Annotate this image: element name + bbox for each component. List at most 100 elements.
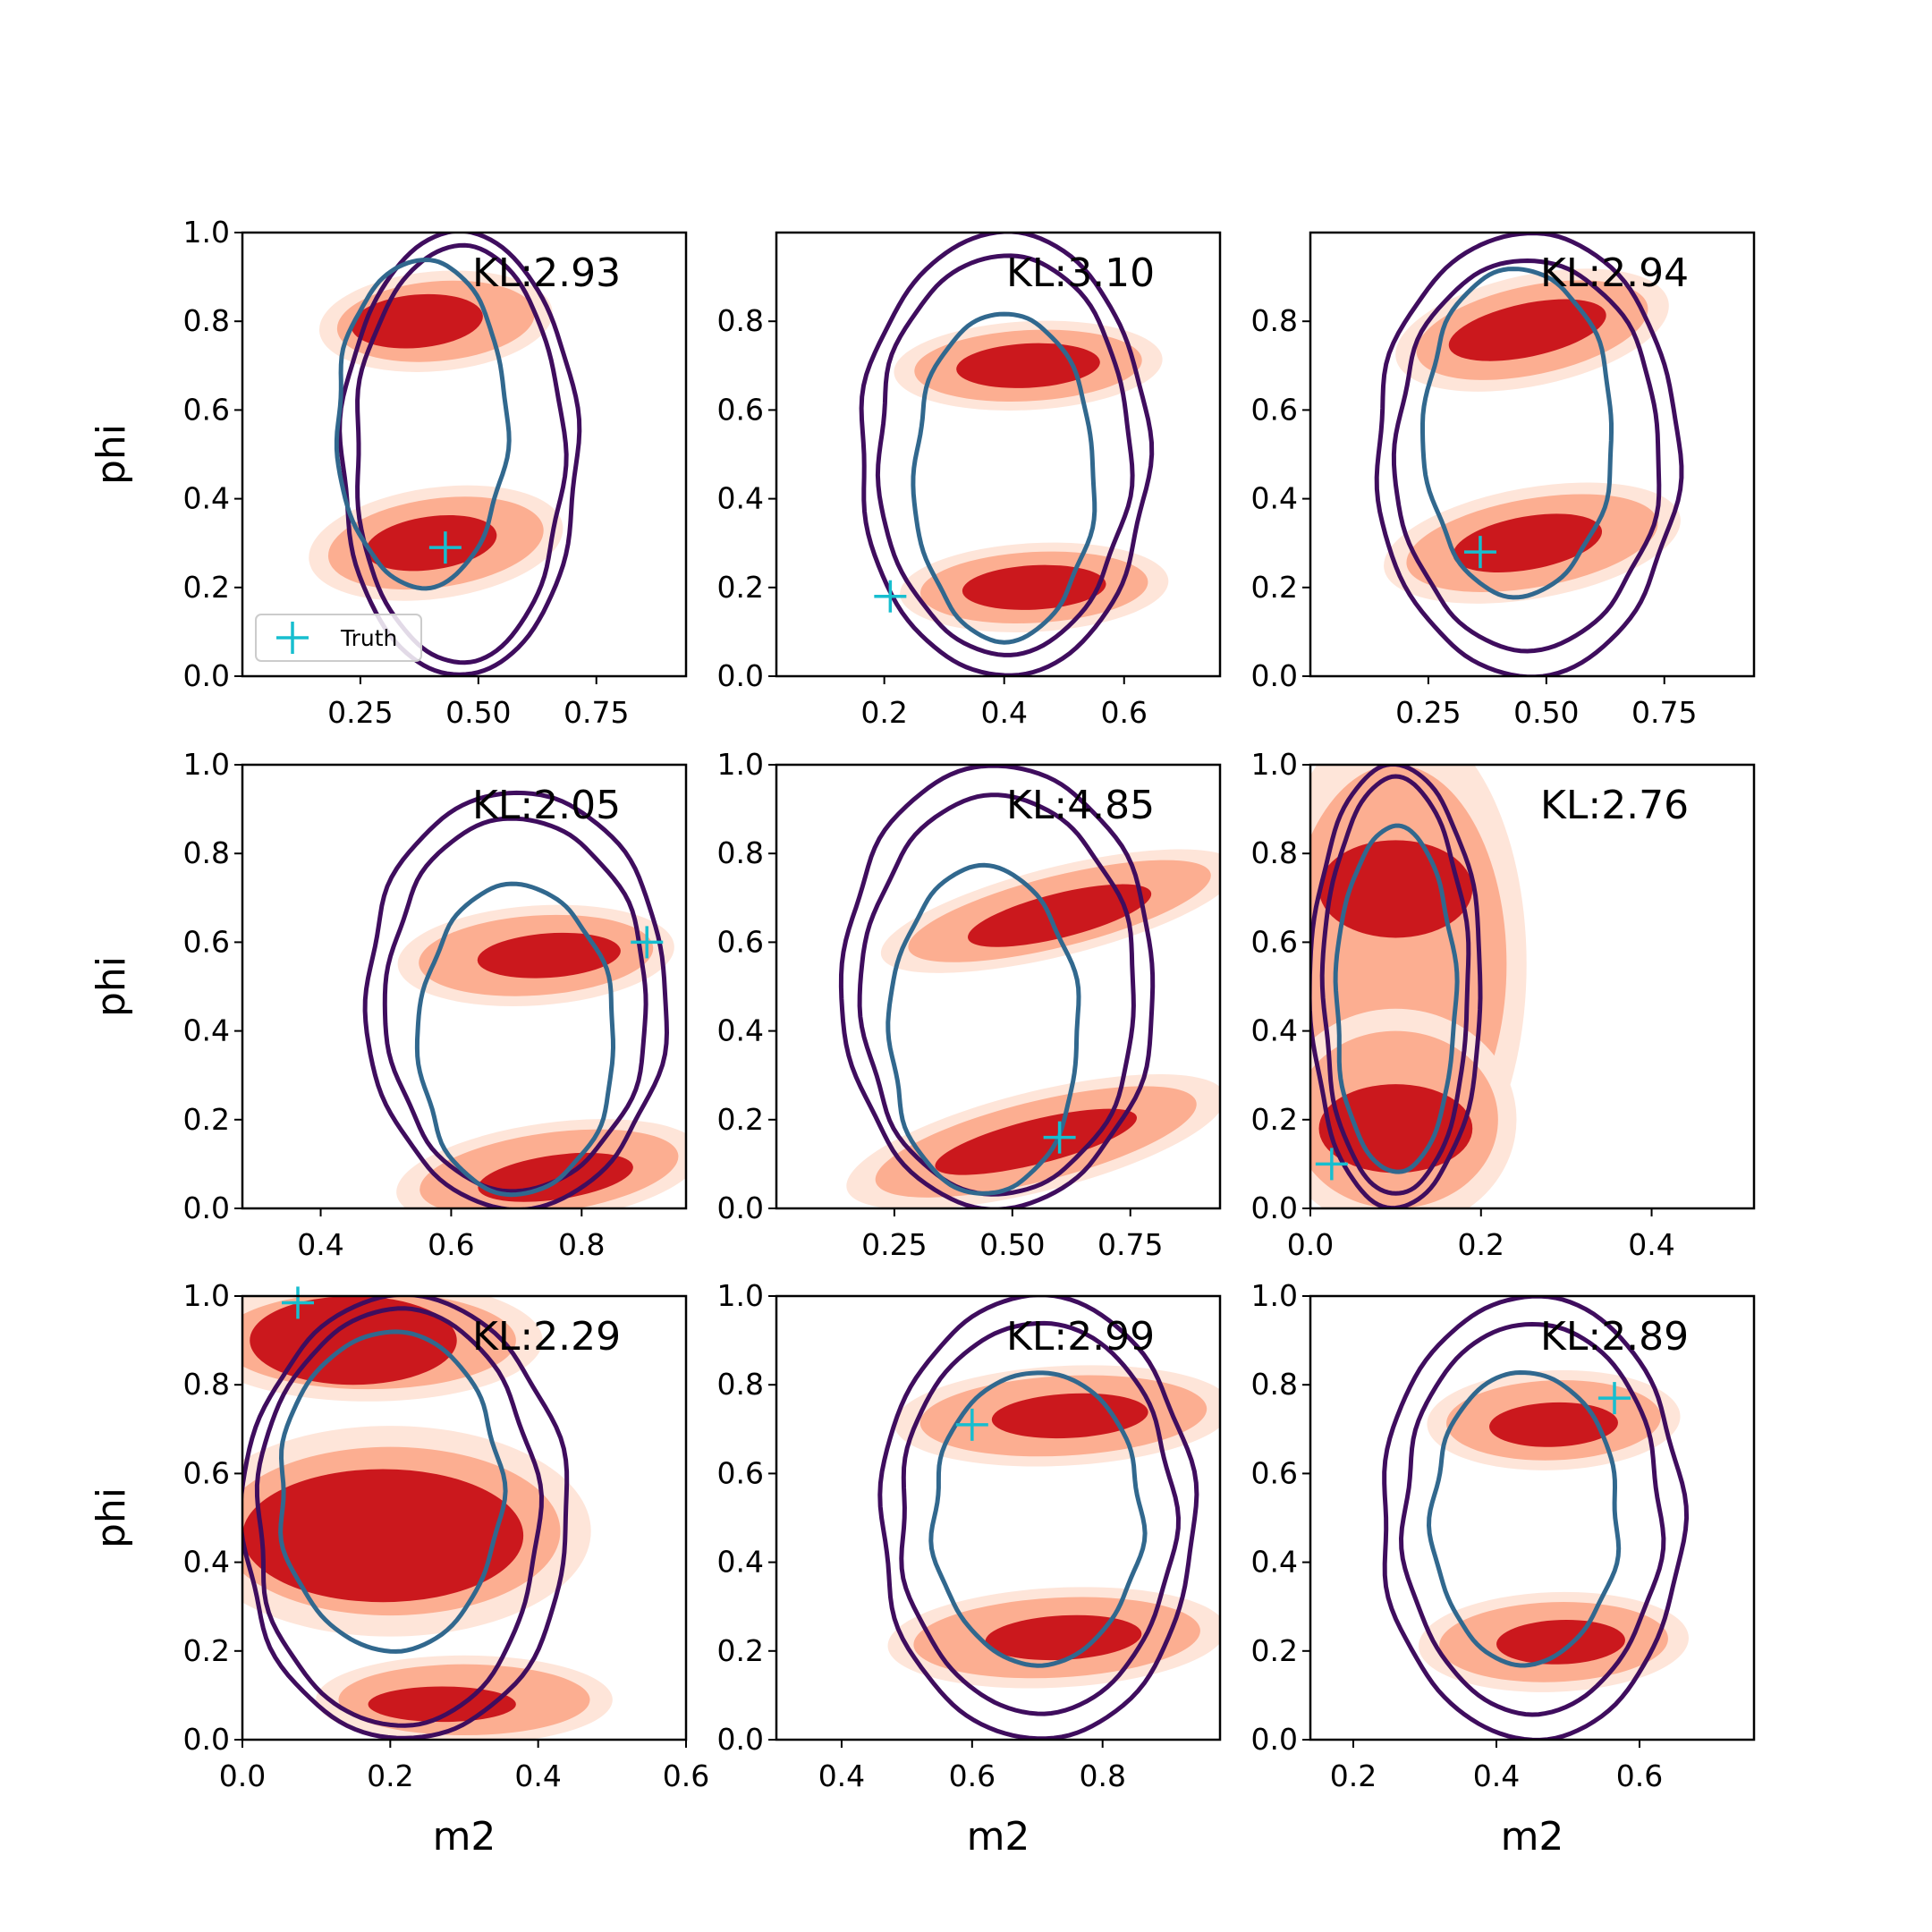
outer-contour xyxy=(838,765,1156,1208)
y-tick-label: 0.2 xyxy=(183,1102,230,1137)
x-tick-label: 0.50 xyxy=(445,695,511,730)
kl-annotation: KL:2.99 xyxy=(1006,1314,1155,1360)
kl-annotation: KL:2.76 xyxy=(1540,783,1689,828)
plot-area xyxy=(362,790,686,1208)
x-tick-label: 0.4 xyxy=(1473,1758,1520,1793)
y-tick-label: 0.4 xyxy=(183,1013,230,1048)
axes-frame xyxy=(1309,1294,1756,1741)
y-tick-label: 0.2 xyxy=(717,1102,764,1137)
y-tick-label: 1.0 xyxy=(1251,1278,1298,1313)
x-tick-label: 0.75 xyxy=(564,695,629,730)
inner-contour xyxy=(1420,267,1614,600)
y-tick-label: 0.2 xyxy=(1251,1102,1298,1137)
x-tick-label: 0.50 xyxy=(979,1227,1045,1262)
y-axis-label: phi xyxy=(89,956,134,1017)
y-tick-label: 0.0 xyxy=(183,1722,230,1757)
x-tick-label: 0.6 xyxy=(1101,695,1148,730)
density-core xyxy=(968,884,1152,947)
x-tick-label: 0.2 xyxy=(1458,1227,1504,1262)
y-tick-label: 0.6 xyxy=(1251,392,1298,427)
y-tick-label: 0.6 xyxy=(717,392,764,427)
kl-annotation: KL:2.05 xyxy=(472,783,621,828)
y-tick-label: 0.2 xyxy=(183,1633,230,1668)
middle-contour xyxy=(1398,1321,1666,1717)
y-tick-label: 0.8 xyxy=(1251,303,1298,338)
inner-contour xyxy=(911,311,1097,645)
x-tick-label: 0.2 xyxy=(367,1758,413,1793)
density-core xyxy=(1448,299,1606,361)
outer-contour xyxy=(1310,765,1483,1208)
y-tick-label: 0.8 xyxy=(183,835,230,870)
y-tick-label: 0.8 xyxy=(717,303,764,338)
x-tick-label: 0.50 xyxy=(1513,695,1579,730)
subplot-2: 0.2 0.4 0.6 0.0 0.2 0.4 0.6 0.8 KL:3.10 xyxy=(717,231,1222,730)
subplot-1: 0.25 0.50 0.75 0.0 0.2 0.4 0.6 0.8 1.0 KL:2.93 phi… xyxy=(89,215,688,730)
plot-area xyxy=(877,1296,1220,1740)
x-tick-label: 0.6 xyxy=(663,1758,709,1793)
axes-frame xyxy=(1309,763,1756,1210)
y-tick-label: 0.2 xyxy=(717,1633,764,1668)
y-tick-label: 0.0 xyxy=(183,1191,230,1225)
outer-contour xyxy=(242,1296,570,1740)
y-tick-label: 0.4 xyxy=(1251,1013,1298,1048)
plot-area xyxy=(838,765,1220,1208)
y-tick-label: 0.6 xyxy=(1251,924,1298,959)
plot-area xyxy=(1374,233,1684,676)
outer-contour xyxy=(1382,1296,1690,1740)
y-tick-label: 0.0 xyxy=(1251,1722,1298,1757)
y-tick-label: 0.8 xyxy=(717,835,764,870)
subplot-4: 0.4 0.6 0.8 0.0 0.2 0.4 0.6 0.8 1.0 KL:2.05 phi xyxy=(89,747,688,1262)
y-tick-label: 0.2 xyxy=(1251,570,1298,605)
kl-annotation: KL:3.10 xyxy=(1006,250,1155,296)
y-tick-label: 0.8 xyxy=(183,1367,230,1402)
y-tick-label: 0.6 xyxy=(717,924,764,959)
y-tick-label: 0.0 xyxy=(1251,1191,1298,1225)
y-axis-label: phi xyxy=(89,1487,134,1548)
subplot-9: 0.2 0.4 0.6 0.0 0.2 0.4 0.6 0.8 1.0 KL:2.89 m2 xyxy=(1251,1278,1756,1860)
legend-label: Truth xyxy=(340,625,397,651)
inner-contour xyxy=(278,1329,508,1654)
inner-contour xyxy=(928,1370,1148,1668)
x-axis-label: m2 xyxy=(433,1814,496,1860)
inner-contour xyxy=(1333,823,1460,1174)
density-core xyxy=(1489,1402,1618,1447)
x-tick-label: 0.8 xyxy=(558,1227,605,1262)
middle-contour xyxy=(875,253,1135,657)
outer-contour xyxy=(859,233,1155,676)
y-tick-label: 1.0 xyxy=(183,747,230,782)
x-tick-label: 0.4 xyxy=(980,695,1027,730)
y-tick-label: 0.6 xyxy=(183,924,230,959)
y-tick-label: 0.6 xyxy=(717,1455,764,1490)
axes-frame xyxy=(1309,231,1756,678)
kl-annotation: KL:2.93 xyxy=(472,250,621,296)
y-tick-label: 0.6 xyxy=(1251,1455,1298,1490)
plot-area xyxy=(1310,765,1527,1208)
y-tick-label: 0.4 xyxy=(183,1545,230,1580)
x-tick-label: 0.6 xyxy=(428,1227,474,1262)
y-tick-label: 0.4 xyxy=(1251,481,1298,516)
middle-contour xyxy=(899,1320,1182,1716)
density-core xyxy=(365,514,497,572)
x-axis-label: m2 xyxy=(967,1814,1030,1860)
y-tick-label: 0.4 xyxy=(717,1013,764,1048)
density-core xyxy=(1318,1084,1473,1174)
x-tick-label: 0.6 xyxy=(949,1758,996,1793)
outer-contour xyxy=(1374,233,1684,676)
kl-annotation: KL:4.85 xyxy=(1006,783,1155,828)
middle-contour xyxy=(355,242,569,665)
plot-area xyxy=(1382,1296,1690,1740)
kl-annotation: KL:2.89 xyxy=(1540,1314,1689,1360)
plot-area xyxy=(242,1296,613,1740)
x-tick-label: 0.25 xyxy=(1395,695,1461,730)
y-tick-label: 0.6 xyxy=(183,1455,230,1490)
kl-annotation: KL:2.94 xyxy=(1540,250,1689,296)
subplot-5: 0.25 0.50 0.75 0.0 0.2 0.4 0.6 0.8 1.0 KL:4.85 xyxy=(717,747,1222,1262)
plot-area xyxy=(309,233,582,676)
middle-contour xyxy=(857,792,1136,1197)
outer-contour xyxy=(337,233,582,676)
inner-contour xyxy=(334,257,512,591)
y-tick-label: 0.6 xyxy=(183,392,230,427)
density-core xyxy=(1453,513,1603,572)
middle-contour xyxy=(254,1306,545,1728)
y-tick-label: 1.0 xyxy=(717,747,764,782)
